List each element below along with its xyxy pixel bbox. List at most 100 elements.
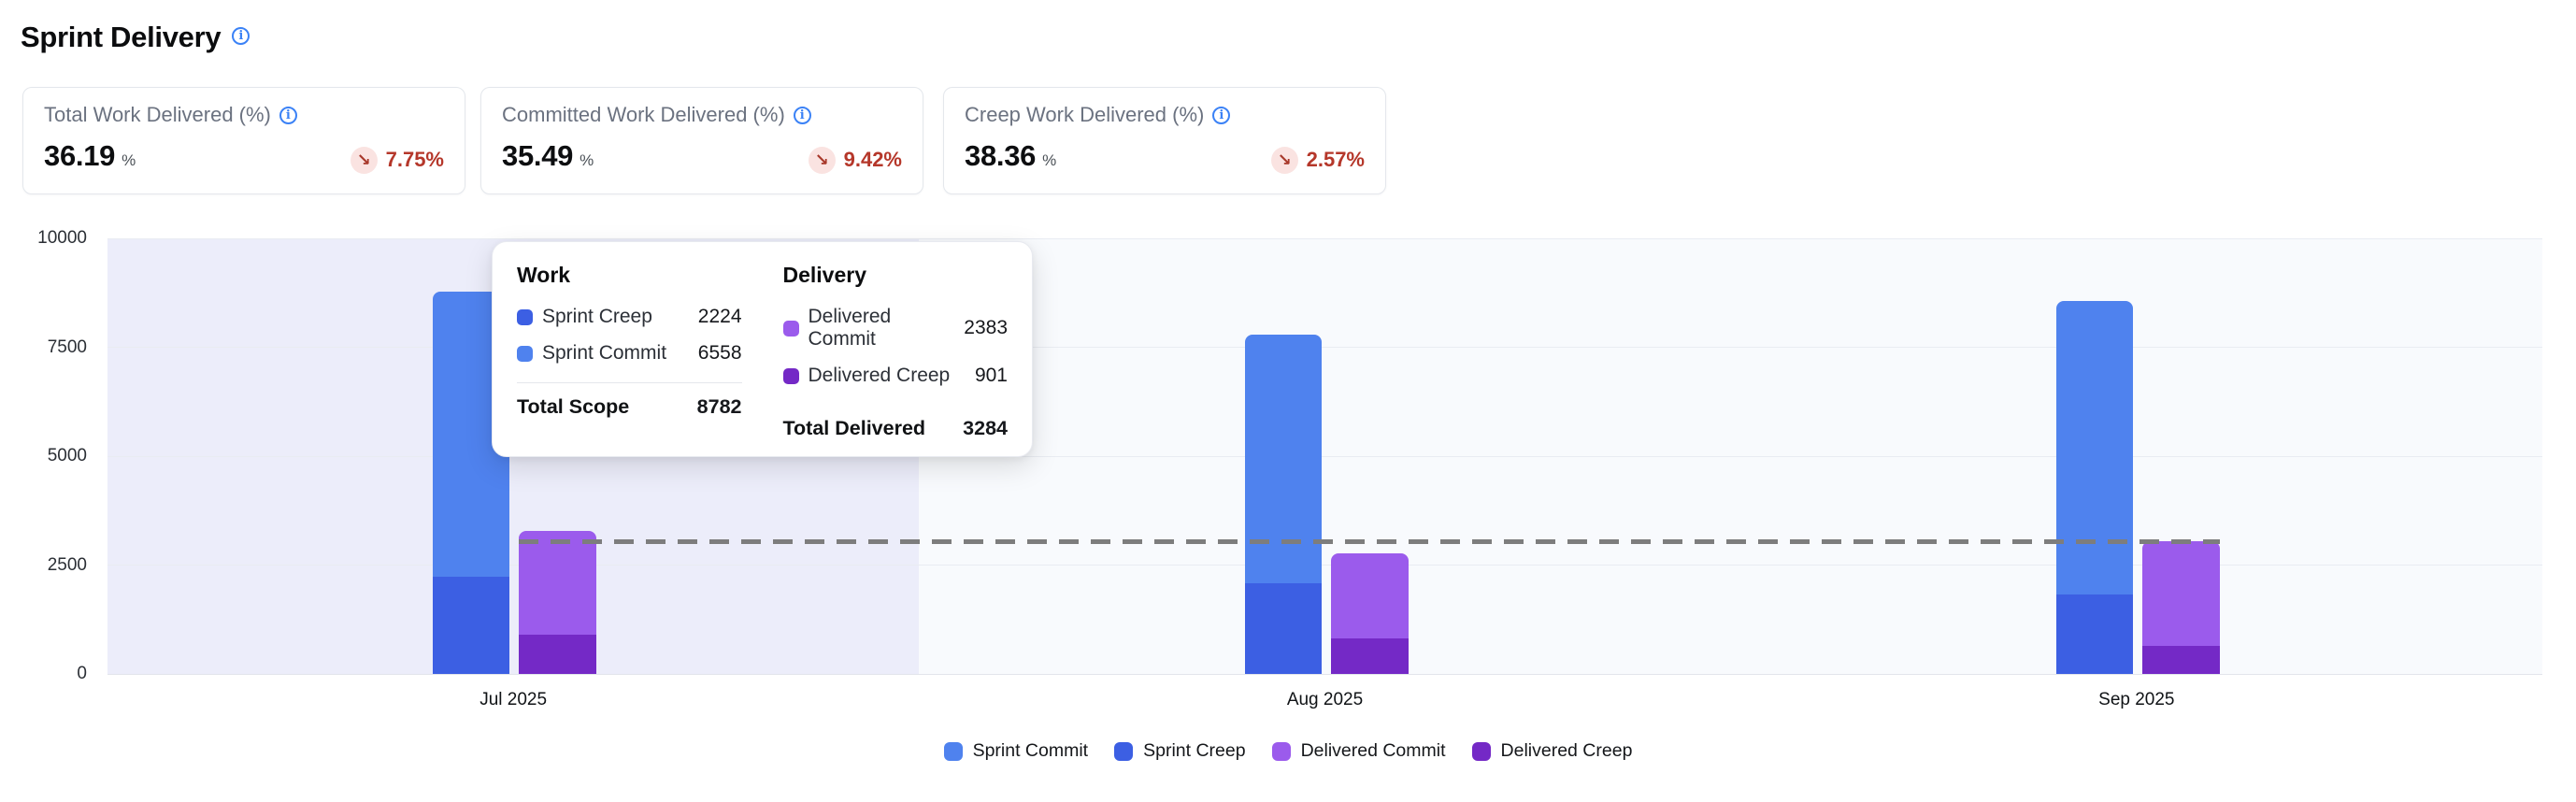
- info-icon[interactable]: i: [279, 106, 297, 124]
- bar-sep-2025-delivered-creep[interactable]: [2141, 645, 2220, 674]
- tooltip-row-value: 901: [974, 365, 1008, 386]
- tooltip-row-sprint-commit: Sprint Commit 6558: [517, 342, 742, 365]
- info-icon[interactable]: i: [793, 106, 811, 124]
- tooltip-column-title: Work: [517, 263, 571, 287]
- legend-item-sprint-creep[interactable]: Sprint Creep: [1114, 740, 1246, 762]
- tooltip-delivery-column: Delivery Delivered Commit 2383 Delivered…: [782, 263, 1008, 439]
- bar-sep-2025-sprint-creep[interactable]: [2055, 594, 2133, 674]
- legend-item-delivered-creep[interactable]: Delivered Creep: [1471, 740, 1633, 762]
- gridline-0: [107, 673, 2542, 675]
- bar-aug-2025-sprint-creep[interactable]: [1244, 582, 1322, 674]
- info-icon[interactable]: i: [232, 27, 250, 45]
- x-tick-label-sep-2025: Sep 2025: [2098, 690, 2175, 709]
- tooltip-divider: [517, 382, 742, 383]
- kpi-card-title-row: Creep Work Delivered (%) i: [965, 103, 1365, 127]
- gridline-2500: [107, 565, 2542, 566]
- kpi-value: 36.19: [44, 139, 116, 172]
- page-header: Sprint Delivery i: [21, 21, 250, 54]
- kpi-delta-value: 2.57%: [1306, 148, 1365, 171]
- kpi-card-label: Total Work Delivered (%): [44, 103, 271, 126]
- tooltip-work-column: Work Sprint Creep 2224 Sprint Commit 655…: [517, 263, 742, 436]
- delivered-commit-swatch: [1271, 741, 1291, 761]
- legend-item-sprint-commit[interactable]: Sprint Commit: [943, 740, 1089, 762]
- page-title: Sprint Delivery: [21, 21, 222, 53]
- kpi-delta-value: 9.42%: [843, 148, 902, 171]
- kpi-card-creep-work-delivered: Creep Work Delivered (%) i 38.36 % ↘ 2.5…: [943, 87, 1386, 194]
- kpi-delta-badge: ↘ 9.42%: [808, 146, 902, 174]
- tooltip-total-label: Total Scope: [517, 395, 630, 418]
- legend-label: Delivered Commit: [1300, 740, 1446, 761]
- tooltip-row-label: Delivered Creep: [808, 365, 951, 386]
- kpi-card-value-row: 36.19 % ↘ 7.75%: [44, 140, 444, 174]
- kpi-unit: %: [580, 151, 594, 169]
- y-tick-label-0: 0: [77, 664, 87, 683]
- tooltip-total-value: 8782: [696, 395, 742, 418]
- kpi-card-value-row: 38.36 % ↘ 2.57%: [965, 140, 1365, 174]
- legend-label: Delivered Creep: [1500, 740, 1633, 761]
- legend-label: Sprint Commit: [972, 740, 1089, 761]
- kpi-card-label: Creep Work Delivered (%): [965, 103, 1205, 126]
- kpi-delta-badge: ↘ 7.75%: [350, 146, 444, 174]
- bar-jul-2025-delivered-commit[interactable]: [519, 530, 597, 635]
- kpi-delta-badge: ↘ 2.57%: [1270, 146, 1365, 174]
- sprint-creep-swatch: [517, 308, 533, 325]
- y-axis: 0 2500 5000 7500 10000: [0, 0, 87, 729]
- tooltip-row-value: 6558: [697, 342, 742, 364]
- kpi-unit: %: [1042, 151, 1057, 169]
- tooltip-row-delivered-commit: Delivered Commit 2383: [782, 306, 1008, 351]
- tooltip-row-label: Sprint Commit: [542, 342, 667, 364]
- kpi-unit: %: [122, 151, 136, 169]
- tooltip-total-label: Total Delivered: [782, 417, 926, 439]
- tooltip-total-scope: Total Scope 8782: [517, 395, 742, 419]
- trend-down-icon: ↘: [350, 146, 378, 174]
- x-tick-label-jul-2025: Jul 2025: [479, 690, 548, 709]
- delivered-commit-swatch: [782, 320, 799, 337]
- tooltip-row-value: 2383: [964, 317, 1008, 338]
- tooltip-total-value: 3284: [963, 417, 1008, 439]
- sprint-commit-swatch: [943, 741, 963, 761]
- delivered-creep-swatch: [1471, 741, 1491, 761]
- kpi-value: 38.36: [965, 139, 1037, 172]
- y-tick-label-10000: 10000: [37, 228, 87, 248]
- chart-tooltip: Work Sprint Creep 2224 Sprint Commit 655…: [492, 241, 1033, 457]
- bar-aug-2025-delivered-commit[interactable]: [1330, 553, 1409, 638]
- kpi-card-total-work-delivered: Total Work Delivered (%) i 36.19 % ↘ 7.7…: [22, 87, 465, 194]
- tooltip-row-sprint-creep: Sprint Creep 2224: [517, 306, 742, 328]
- kpi-value: 35.49: [502, 139, 574, 172]
- y-tick-label-5000: 5000: [47, 446, 87, 465]
- kpi-card-committed-work-delivered: Committed Work Delivered (%) i 35.49 % ↘…: [480, 87, 923, 194]
- tooltip-row-delivered-creep: Delivered Creep 901: [782, 365, 1008, 387]
- chart-legend: Sprint Commit Sprint Creep Delivered Commi…: [0, 740, 2576, 762]
- tooltip-row-label: Sprint Creep: [542, 306, 652, 327]
- kpi-card-label: Committed Work Delivered (%): [502, 103, 785, 126]
- sprint-creep-swatch: [1114, 741, 1134, 761]
- tooltip-row-label: Delivered Commit: [808, 306, 892, 350]
- gridline-10000: [107, 237, 2542, 239]
- bar-aug-2025-sprint-commit[interactable]: [1244, 335, 1322, 583]
- bar-sep-2025-delivered-commit[interactable]: [2141, 541, 2220, 646]
- kpi-card-value-row: 35.49 % ↘ 9.42%: [502, 140, 902, 174]
- trend-down-icon: ↘: [1270, 146, 1298, 174]
- gridline-7500: [107, 347, 2542, 348]
- x-tick-label-aug-2025: Aug 2025: [1286, 690, 1364, 709]
- delivered-creep-swatch: [782, 367, 799, 384]
- tooltip-column-title: Delivery: [782, 263, 867, 287]
- trend-down-icon: ↘: [808, 146, 836, 174]
- y-tick-label-2500: 2500: [47, 554, 87, 575]
- bar-sep-2025-sprint-commit[interactable]: [2055, 301, 2133, 594]
- tooltip-total-delivered: Total Delivered 3284: [783, 417, 1009, 440]
- info-icon[interactable]: i: [1212, 106, 1231, 124]
- average-delivered-reference-line: [519, 539, 2220, 545]
- gridline-5000: [107, 455, 2542, 457]
- bar-jul-2025-sprint-creep[interactable]: [433, 577, 510, 674]
- sprint-commit-swatch: [517, 345, 533, 362]
- legend-label: Sprint Creep: [1143, 740, 1246, 761]
- bar-aug-2025-delivered-creep[interactable]: [1330, 637, 1409, 674]
- bar-jul-2025-delivered-creep[interactable]: [519, 635, 597, 674]
- plot-area: [107, 237, 2542, 675]
- y-tick-label-7500: 7500: [47, 337, 87, 357]
- kpi-card-title-row: Committed Work Delivered (%) i: [502, 103, 902, 127]
- legend-item-delivered-commit[interactable]: Delivered Commit: [1271, 740, 1446, 762]
- tooltip-row-value: 2224: [697, 306, 742, 327]
